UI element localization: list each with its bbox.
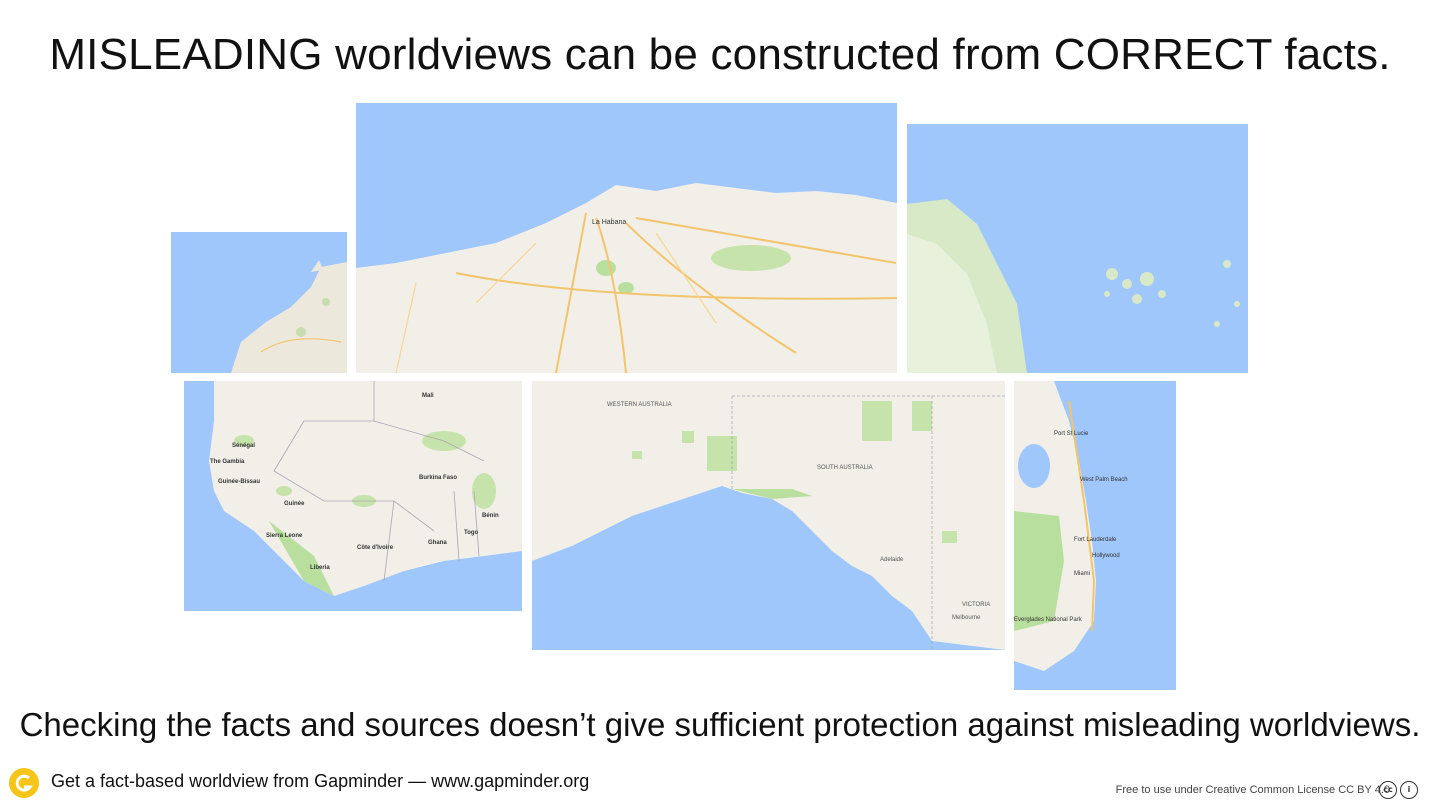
label-miami: Miami: [1074, 571, 1090, 577]
label-gambia: The Gambia: [210, 459, 245, 465]
cc-icon: cc: [1379, 781, 1397, 799]
slide-subtitle: Checking the facts and sources doesn’t g…: [19, 706, 1421, 743]
label-adelaide: Adelaide: [880, 557, 904, 563]
label-guinee: Guinée: [284, 501, 305, 507]
label-melbourne: Melbourne: [952, 615, 981, 621]
label-guinea-bissau: Guinée-Bissau: [218, 479, 260, 485]
slide-title: MISLEADING worldviews can be constructed…: [49, 30, 1391, 79]
map-cape-verde-image: [171, 232, 347, 373]
label-benin: Bénin: [482, 513, 499, 519]
label-burkina-faso: Burkina Faso: [419, 475, 457, 481]
map-australia-image: WESTERN AUSTRALIA SOUTH AUSTRALIA VICTOR…: [532, 381, 1005, 650]
map-tile-west-africa: Mali Sénégal The Gambia Guinée-Bissau Gu…: [184, 381, 522, 611]
map-cuba-image: La Habana: [356, 103, 897, 373]
license-text: Free to use under Creative Common Licens…: [1115, 784, 1390, 796]
map-florida-image: Port St Lucie West Palm Beach Fort Laude…: [1014, 381, 1176, 690]
label-fort-lauderdale: Fort Lauderdale: [1074, 537, 1117, 543]
label-west-palm-beach: West Palm Beach: [1080, 477, 1128, 483]
label-hollywood: Hollywood: [1092, 553, 1120, 559]
gapminder-logo-icon: [9, 768, 39, 798]
label-south-australia: SOUTH AUSTRALIA: [817, 465, 873, 471]
footer-tagline: Get a fact-based worldview from Gapminde…: [51, 771, 590, 791]
map-west-africa-image: Mali Sénégal The Gambia Guinée-Bissau Gu…: [184, 381, 522, 611]
label-everglades: Everglades National Park: [1014, 617, 1083, 623]
label-sierra-leone: Sierra Leone: [266, 533, 303, 539]
map-tile-australia: WESTERN AUSTRALIA SOUTH AUSTRALIA VICTOR…: [532, 381, 1005, 650]
label-ghana: Ghana: [428, 540, 447, 546]
by-attribution-icon: i: [1400, 781, 1418, 799]
label-port-st-lucie: Port St Lucie: [1054, 431, 1089, 437]
label-mali: Mali: [422, 393, 434, 399]
map-tile-florida: Port St Lucie West Palm Beach Fort Laude…: [1014, 381, 1176, 690]
map-tile-cuba: La Habana: [356, 103, 897, 373]
label-western-australia: WESTERN AUSTRALIA: [607, 402, 672, 408]
label-senegal: Sénégal: [232, 443, 255, 449]
map-baltic-image: [907, 124, 1248, 373]
map-tile-cape-verde: [171, 232, 347, 373]
label-togo: Togo: [464, 530, 479, 536]
map-tile-baltic: [907, 124, 1248, 373]
label-victoria: VICTORIA: [962, 602, 990, 608]
label-liberia: Liberia: [310, 565, 330, 571]
label-la-habana: La Habana: [592, 219, 626, 226]
label-cote-divoire: Côte d'Ivoire: [357, 545, 394, 551]
